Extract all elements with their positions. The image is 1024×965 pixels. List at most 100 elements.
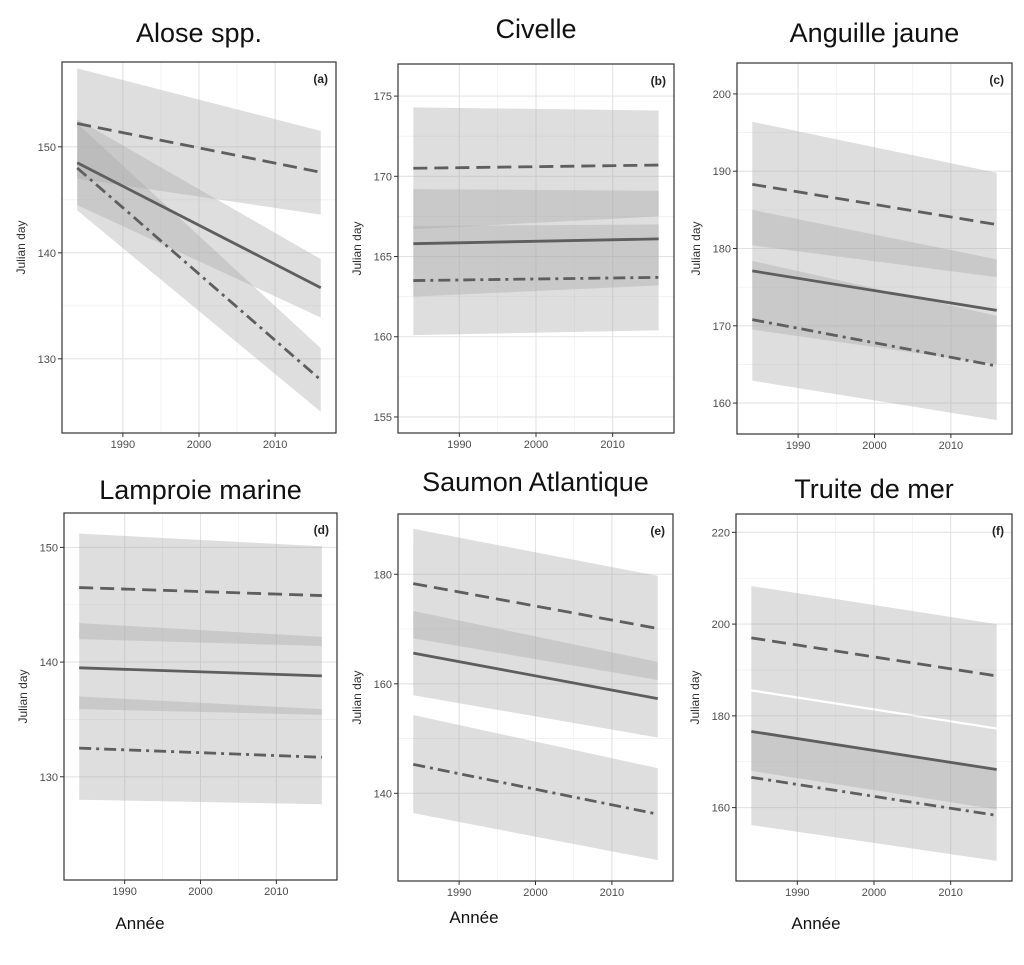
grid	[398, 64, 674, 433]
x-tick-label: 2000	[862, 440, 886, 452]
panel-e-plot: 1990 2000 2010 140 160 180 Julian day (e)	[350, 513, 674, 899]
y-axis-label: Julian day	[16, 669, 30, 723]
x-tick-label: 2010	[600, 887, 624, 899]
y-axis-label: Julian day	[14, 220, 28, 274]
trend-line-dashdot	[412, 762, 659, 816]
ci-ribbon-solid	[413, 189, 659, 297]
x-tick-label: 2010	[600, 439, 624, 451]
y-tick-label: 155	[374, 412, 392, 424]
panel-a-plot: 1990 2000 2010 130 140 150 Julian day (a)	[14, 61, 337, 451]
y-tick-label: 130	[40, 772, 58, 784]
ci-ribbon-dashdot	[413, 224, 659, 336]
x-tick-label: 2000	[187, 439, 211, 451]
y-tick-label: 165	[374, 252, 392, 264]
y-tick-label: 175	[374, 91, 392, 103]
trend-line-dashdot	[76, 166, 322, 382]
y-tick-label: 200	[713, 89, 731, 101]
panel-title-f: Truite de mer	[794, 474, 954, 504]
ci-ribbon-dashed	[79, 533, 322, 647]
ci-ribbon-dashdot	[413, 715, 658, 861]
trend-line-dashdot	[79, 746, 322, 759]
ci-ribbon-dashed	[413, 107, 659, 230]
trend-line-dashdot	[751, 775, 997, 817]
ci-ribbon-solid	[79, 623, 322, 715]
trend-line-dashdot	[413, 275, 659, 282]
grid	[736, 514, 1012, 881]
y-tick-label: 130	[38, 354, 56, 366]
x-axis-label: Année	[115, 914, 165, 933]
y-tick-label: 190	[713, 166, 731, 178]
x-tick-label: 2010	[939, 440, 963, 452]
y-tick-label: 150	[40, 542, 58, 554]
x-tick-label: 2000	[523, 887, 547, 899]
x-tick-label: 2000	[524, 439, 548, 451]
x-tick-label: 2000	[188, 886, 212, 898]
x-tick-label: 1990	[447, 439, 471, 451]
panel-b-plot: 1990 2000 2010 155 160 165 170 175 Julian day (b)	[350, 63, 675, 451]
y-tick-label: 160	[713, 398, 731, 410]
panel-tag: (d)	[314, 523, 329, 537]
y-tick-label: 160	[374, 679, 392, 691]
y-tick-label: 180	[374, 569, 392, 581]
y-tick-label: 200	[712, 619, 730, 631]
grid	[737, 63, 1012, 434]
x-tick-label: 2010	[938, 887, 962, 899]
y-tick-label: 170	[713, 321, 731, 333]
ci-ribbon-dashed	[752, 121, 997, 278]
y-tick-label: 180	[712, 711, 730, 723]
panel-tag: (f)	[992, 524, 1004, 538]
panel-title-c: Anguille jaune	[789, 18, 960, 48]
trend-line-solid	[413, 237, 659, 246]
y-axis-label: Julian day	[688, 670, 702, 724]
y-axis-label: Julian day	[350, 670, 364, 724]
x-axis-label: Année	[791, 914, 841, 933]
panel-title-e: Saumon Atlantique	[422, 467, 649, 497]
y-tick-label: 140	[38, 248, 56, 260]
ci-ribbon-solid	[752, 209, 997, 365]
panel-d-plot: 1990 2000 2010 130 140 150 Julian day (d)	[16, 512, 338, 898]
trend-line-solid	[752, 269, 997, 312]
panel-title-d: Lamproie marine	[99, 475, 302, 505]
trend-line-solid	[76, 161, 322, 290]
trend-line-dashdot	[752, 318, 997, 368]
y-tick-label: 140	[374, 788, 392, 800]
panel-title-a: Alose spp.	[135, 18, 263, 48]
panel-f-plot: 1990 2000 2010 160 180 200 220 Julian day (f)	[688, 513, 1013, 899]
y-axis-label: Julian day	[350, 221, 364, 275]
trend-line-solid	[413, 651, 658, 700]
y-tick-label: 160	[712, 803, 730, 815]
trend-line-dashed	[79, 586, 322, 597]
y-tick-label: 150	[38, 142, 56, 154]
x-axis-label: Année	[449, 908, 499, 927]
y-tick-label: 170	[374, 171, 392, 183]
x-tick-label: 2010	[264, 886, 288, 898]
ci-ribbon-dashdot	[77, 123, 321, 412]
ci-ribbon-dashed	[751, 586, 997, 728]
x-tick-label: 1990	[111, 439, 135, 451]
x-tick-label: 1990	[112, 886, 136, 898]
panel-tag: (a)	[313, 72, 328, 86]
x-tick-label: 1990	[785, 887, 809, 899]
ci-ribbon-solid	[77, 119, 321, 318]
grid	[64, 513, 337, 880]
y-tick-label: 160	[374, 332, 392, 344]
panel-title-b: Civelle	[495, 14, 577, 44]
ci-ribbon-dashdot	[751, 730, 997, 861]
y-tick-label: 220	[712, 527, 730, 539]
y-axis-label: Julian day	[689, 221, 703, 275]
ci-ribbon-dashdot	[752, 260, 997, 421]
panel-tag: (b)	[651, 74, 666, 88]
panel-c-plot: 1990 2000 2010 160 170 180 190 200 Julian day (c)	[689, 62, 1013, 452]
grid	[62, 62, 336, 433]
x-tick-label: 2000	[862, 887, 886, 899]
x-tick-label: 2010	[263, 439, 287, 451]
x-tick-label: 1990	[786, 440, 810, 452]
trend-line-solid	[79, 666, 322, 678]
ci-ribbon-dashdot	[79, 696, 322, 805]
y-tick-label: 180	[713, 244, 731, 256]
x-tick-label: 1990	[447, 887, 471, 899]
trend-line-solid	[751, 730, 997, 771]
ci-ribbon-dashed	[77, 68, 321, 215]
ci-ribbon-dashed	[413, 528, 658, 680]
grid	[398, 514, 673, 881]
